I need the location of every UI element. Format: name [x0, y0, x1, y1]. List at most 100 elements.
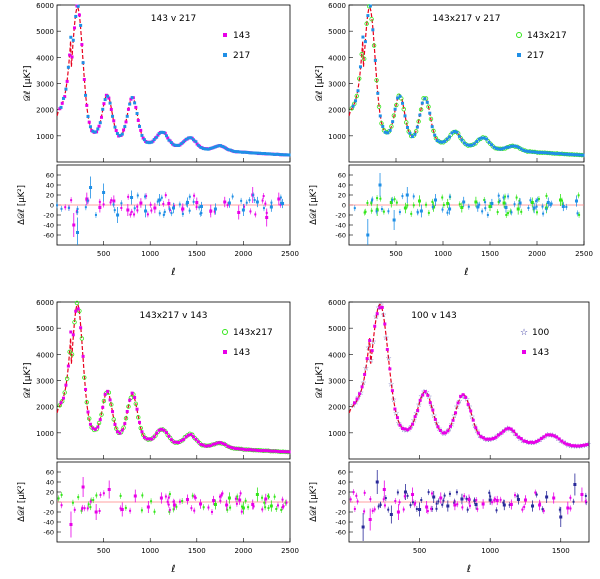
residual-point-143x217 [244, 499, 247, 502]
residual-point-100 [411, 501, 414, 504]
residual-point-143x217 [77, 496, 80, 499]
data-point-143 [194, 437, 198, 441]
data-point-143 [174, 440, 178, 444]
residual-point-143 [193, 509, 196, 512]
residual-point-143 [218, 495, 221, 498]
residual-point-143 [167, 202, 171, 205]
data-point-217 [157, 132, 161, 136]
residual-point-143x217 [261, 496, 264, 499]
residual-point-143 [281, 498, 284, 501]
residual-point-100 [535, 493, 538, 496]
residual-point-143 [430, 507, 433, 510]
residual-point-143x217 [504, 195, 507, 198]
data-point-217 [368, 4, 372, 8]
residual-point-143x217 [474, 200, 478, 204]
data-point-143 [59, 401, 63, 405]
data-point-217 [238, 150, 242, 154]
residual-point-143 [98, 206, 102, 209]
data-point-217 [529, 150, 533, 154]
data-point-143 [537, 438, 541, 442]
residual-point-217 [507, 195, 510, 198]
residual-point-217 [546, 201, 550, 204]
residual-point-143x217 [153, 510, 156, 513]
data-point-143 [73, 26, 77, 30]
data-point-143x217 [364, 21, 369, 26]
residual-point-143 [495, 499, 499, 502]
residual-point-217 [529, 199, 532, 202]
x-tick-label: 500 [389, 250, 402, 258]
data-point-143x217 [428, 116, 434, 122]
data-point-143 [245, 448, 249, 452]
residual-point-217 [490, 202, 494, 205]
data-point-143 [519, 437, 523, 441]
residual-point-143x217 [275, 507, 278, 510]
data-point-143x217 [391, 113, 397, 118]
residual-point-217 [446, 211, 449, 214]
residual-y-tick-label: 20 [338, 192, 346, 200]
data-point-143 [365, 357, 369, 361]
legend-label: 217 [233, 51, 250, 61]
residual-point-143x217 [578, 213, 581, 216]
residual-y-axis-label: Δ𝒟ℓ [μK²] [17, 482, 27, 522]
y-tick-label: 1000 [36, 430, 54, 438]
residual-point-143 [383, 504, 386, 507]
residual-point-217 [262, 207, 265, 210]
data-point-143 [431, 408, 435, 412]
data-point-217 [358, 65, 362, 69]
y-tick-label: 1000 [328, 133, 346, 141]
residual-point-217 [240, 199, 243, 202]
data-point-143 [101, 405, 105, 409]
data-point-217 [477, 137, 481, 141]
residual-point-217 [412, 195, 415, 198]
data-point-217 [182, 140, 186, 144]
residual-point-143 [514, 494, 517, 497]
residual-y-tick-label: 40 [46, 182, 54, 190]
data-point-217 [445, 137, 449, 141]
residual-y-tick-label: 20 [46, 192, 54, 200]
y-tick-label: 2000 [328, 404, 346, 412]
data-point-100: ☆ [398, 423, 404, 431]
data-point-143x217 [82, 375, 87, 380]
data-point-217 [435, 139, 439, 143]
data-point-217 [351, 104, 355, 108]
residual-point-143 [414, 502, 417, 505]
residual-point-143 [249, 210, 252, 213]
y-tick-label: 2000 [36, 107, 54, 115]
data-point-143 [557, 437, 561, 441]
residual-point-100 [403, 490, 407, 494]
legend-label: 143x217 [233, 328, 273, 338]
data-point-217 [405, 126, 409, 130]
data-point-100: ☆ [466, 403, 472, 411]
data-point-143 [102, 102, 106, 106]
data-point-143 [211, 442, 215, 446]
data-point-100: ☆ [413, 410, 419, 418]
data-point-217 [509, 144, 513, 148]
data-point-143 [280, 450, 284, 454]
x-axis-label: ℓ [171, 564, 175, 575]
data-point-217 [428, 111, 432, 115]
residual-point-143x217 [269, 504, 273, 508]
data-point-143 [390, 389, 394, 393]
residual-point-100 [474, 503, 478, 506]
data-point-143 [141, 136, 145, 140]
residual-point-100 [418, 508, 422, 511]
data-point-217 [378, 114, 382, 118]
residual-point-143 [239, 492, 242, 495]
residual-point-143x217 [87, 503, 90, 506]
y-tick-label: 3000 [36, 378, 54, 386]
residual-point-143x217 [168, 493, 171, 496]
data-point-217 [522, 148, 526, 152]
residual-point-100 [584, 494, 587, 497]
data-point-217 [282, 153, 286, 157]
residual-point-143 [212, 499, 216, 502]
data-point-100: ☆ [418, 393, 424, 401]
residual-point-143 [127, 195, 130, 198]
data-point-217 [415, 125, 419, 129]
data-point-143 [129, 97, 133, 101]
residual-point-100 [431, 507, 434, 510]
data-point-143 [113, 422, 117, 426]
residual-point-143 [220, 494, 223, 497]
data-point-143 [79, 326, 83, 330]
residual-point-143x217 [263, 501, 266, 504]
residual-point-143 [145, 195, 148, 198]
